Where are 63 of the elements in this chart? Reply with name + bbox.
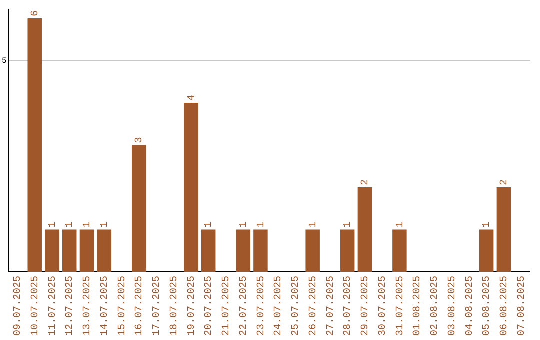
x-tick-label: 28.07.2025 (343, 276, 354, 336)
x-tick-label: 07.08.2025 (516, 276, 528, 336)
data-label: 3 (134, 137, 146, 144)
bar (184, 102, 198, 272)
x-tick-label: 24.07.2025 (274, 276, 285, 336)
data-label: 1 (308, 222, 320, 228)
bar (80, 230, 94, 272)
bar (28, 18, 42, 272)
data-label: 1 (395, 222, 406, 228)
bar (254, 230, 268, 272)
data-label: 1 (48, 222, 59, 228)
x-tick-label: 12.07.2025 (65, 276, 76, 336)
x-tick-label: 26.07.2025 (308, 276, 320, 336)
data-label: 1 (482, 222, 494, 228)
x-tick-label: 23.07.2025 (256, 276, 268, 336)
bar (496, 187, 512, 272)
x-tick-label: 14.07.2025 (100, 276, 111, 336)
x-tick-label: 01.08.2025 (412, 276, 424, 336)
x-tick-label: 19.07.2025 (186, 276, 198, 336)
x-tick-label: 02.08.2025 (430, 276, 442, 336)
data-label: 4 (186, 94, 198, 101)
bar (236, 230, 250, 272)
data-label: 6 (30, 10, 42, 16)
x-tick-label: 30.07.2025 (378, 276, 389, 336)
x-tick-label: 09.07.2025 (13, 276, 24, 336)
bar (340, 230, 355, 272)
data-label: 1 (256, 222, 268, 228)
bar (358, 187, 372, 272)
x-tick-label: 20.07.2025 (204, 276, 216, 336)
x-tick-label: 15.07.2025 (117, 276, 128, 336)
x-tick-label: 27.07.2025 (326, 276, 337, 336)
data-label: 1 (343, 222, 354, 228)
data-label: 1 (204, 222, 216, 228)
y-tick-label: 5 (2, 56, 7, 66)
bar (62, 230, 77, 272)
data-label: 2 (360, 179, 372, 186)
x-tick-label: 13.07.2025 (82, 276, 94, 336)
x-tick-label: 16.07.2025 (134, 276, 146, 336)
data-label: 1 (65, 222, 76, 228)
x-tick-label: 31.07.2025 (395, 276, 406, 336)
data-label: 1 (100, 222, 111, 228)
x-tick-label: 17.07.2025 (152, 276, 164, 336)
bar (97, 230, 112, 272)
x-tick-label: 25.07.2025 (291, 276, 302, 336)
x-tick-label: 22.07.2025 (238, 276, 250, 336)
bar (479, 230, 494, 272)
data-label: 1 (238, 222, 250, 228)
x-tick-label: 11.07.2025 (48, 276, 59, 336)
x-tick-label: 06.08.2025 (500, 276, 511, 336)
bar (45, 230, 60, 272)
bar (306, 230, 320, 272)
bar (132, 145, 146, 272)
x-tick-label: 04.08.2025 (464, 276, 476, 336)
data-label: 2 (500, 179, 511, 186)
x-tick-label: 29.07.2025 (360, 276, 372, 336)
x-tick-label: 03.08.2025 (447, 276, 458, 336)
bar (201, 230, 216, 272)
bar (392, 230, 407, 272)
x-tick-label: 21.07.2025 (222, 276, 233, 336)
data-label: 1 (82, 222, 94, 228)
x-tick-label: 05.08.2025 (482, 276, 494, 336)
x-tick-label: 10.07.2025 (30, 276, 42, 336)
x-tick-label: 18.07.2025 (169, 276, 180, 336)
